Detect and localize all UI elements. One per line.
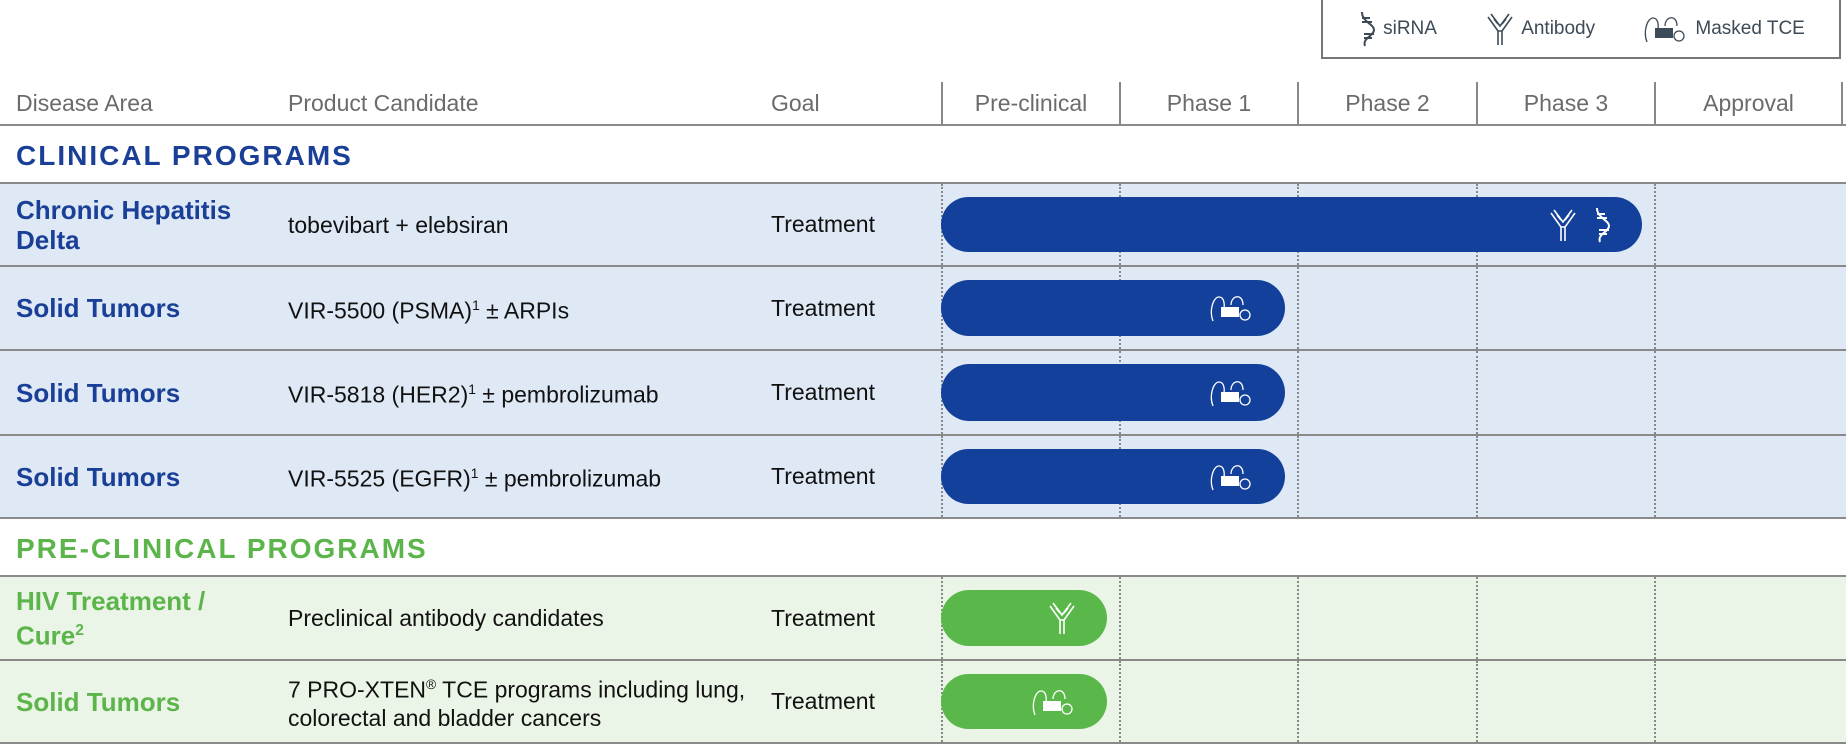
footnote-marker: ® (426, 677, 437, 693)
stage-gridline (1476, 436, 1478, 517)
progress-bar (941, 280, 1285, 336)
product-text: VIR-5525 (EGFR) (288, 465, 471, 492)
product-candidate: Preclinical antibody candidates (288, 577, 748, 659)
progress-bar (941, 364, 1285, 421)
stage-gridline (1654, 661, 1656, 742)
stage-gridline (1654, 351, 1656, 434)
section-title: PRE-CLINICAL PROGRAMS (16, 533, 428, 564)
stage-gridline (1654, 184, 1656, 265)
antibody-icon (1548, 207, 1578, 243)
masked-tce-icon (1209, 376, 1255, 410)
progress-bar (941, 590, 1107, 646)
footnote-marker: 1 (472, 297, 480, 313)
footnote-marker: 2 (75, 621, 84, 639)
product-text: VIR-5818 (HER2) (288, 381, 469, 408)
header-disease-area: Disease Area (16, 90, 153, 116)
stage-gridline (1297, 661, 1299, 742)
goal: Treatment (771, 604, 875, 631)
stage-gridline (1476, 351, 1478, 434)
header-product-candidate: Product Candidate (288, 90, 479, 116)
product-text: tobevibart + elebsiran (288, 211, 509, 238)
masked-tce-icon (1209, 460, 1255, 494)
stage-gridline (1297, 351, 1299, 434)
stage-gridline (1297, 577, 1299, 659)
disease-area: Solid Tumors (16, 351, 276, 434)
disease-text: Solid Tumors (16, 377, 181, 408)
table-row: Solid Tumors 7 PRO-XTEN® TCE programs inc… (0, 661, 1846, 744)
progress-bar (941, 197, 1642, 252)
legend: siRNA Antibody Masked TCE (1321, 0, 1841, 59)
header-stage-phase-3: Phase 3 (1476, 82, 1654, 124)
header-stage-pre-clinical: Pre-clinical (941, 82, 1119, 124)
disease-area: HIV Treatment / Cure2 (16, 577, 276, 659)
masked-tce-icon (1643, 12, 1689, 46)
product-candidate: tobevibart + elebsiran (288, 184, 748, 265)
header-stage-phase-1: Phase 1 (1119, 82, 1297, 124)
table-row: Solid Tumors VIR-5500 (PSMA)1 ± ARPIs Trea… (0, 267, 1846, 351)
section-divider (0, 575, 1846, 577)
header-goal: Goal (771, 90, 820, 116)
stage-gridline (1476, 267, 1478, 349)
stage-gridline (1297, 267, 1299, 349)
masked-tce-icon (1209, 291, 1255, 325)
stage-gridline (1119, 577, 1121, 659)
stage-gridline (1119, 661, 1121, 742)
disease-text: Solid Tumors (16, 461, 181, 492)
footnote-marker: 1 (468, 382, 476, 398)
legend-item-masked-tce: Masked TCE (1643, 12, 1805, 46)
stage-gridline (1654, 577, 1656, 659)
product-suffix: TCE programs including lung, colorectal … (288, 676, 746, 731)
legend-item-sirna: siRNA (1357, 10, 1437, 48)
antibody-icon (1485, 11, 1515, 47)
disease-area: Chronic Hepatitis Delta (16, 184, 276, 265)
goal: Treatment (771, 294, 875, 321)
table-row: Solid Tumors VIR-5818 (HER2)1 ± pembroliz… (0, 351, 1846, 436)
product-text: Preclinical antibody candidates (288, 605, 604, 631)
product-suffix: ± pembrolizumab (478, 465, 662, 492)
masked-tce-icon (1031, 685, 1077, 719)
table-row: Solid Tumors VIR-5525 (EGFR)1 ± pembroliz… (0, 436, 1846, 519)
disease-area: Solid Tumors (16, 661, 276, 742)
goal: Treatment (771, 463, 875, 489)
product-candidate: VIR-5525 (EGFR)1 ± pembrolizumab (288, 436, 748, 517)
table-row: HIV Treatment / Cure2 Preclinical antibod… (0, 577, 1846, 661)
stage-gridline (1654, 436, 1656, 517)
product-candidate: VIR-5500 (PSMA)1 ± ARPIs (288, 267, 748, 349)
stage-gridline (1476, 661, 1478, 742)
product-candidate: 7 PRO-XTEN® TCE programs including lung,… (288, 661, 748, 742)
goal: Treatment (771, 379, 875, 405)
legend-label: Antibody (1521, 17, 1596, 39)
header-stage-phase-2: Phase 2 (1297, 82, 1476, 124)
product-text: 7 PRO-XTEN (288, 676, 427, 703)
stage-gridline (1476, 577, 1478, 659)
disease-text: Chronic Hepatitis Delta (16, 194, 232, 255)
disease-area: Solid Tumors (16, 267, 276, 349)
progress-bar (941, 674, 1107, 729)
sirna-icon (1592, 206, 1612, 244)
footnote-marker: 1 (470, 466, 479, 482)
stage-gridline (1654, 267, 1656, 349)
product-candidate: VIR-5818 (HER2)1 ± pembrolizumab (288, 351, 748, 434)
legend-label: siRNA (1383, 17, 1437, 39)
stage-gridline (1297, 436, 1299, 517)
antibody-icon (1047, 600, 1077, 636)
table-row: Chronic Hepatitis Delta tobevibart + eleb… (0, 184, 1846, 267)
section-title: CLINICAL PROGRAMS (16, 140, 353, 171)
disease-area: Solid Tumors (16, 436, 276, 517)
goal: Treatment (771, 211, 875, 237)
product-text: VIR-5500 (PSMA) (288, 297, 473, 324)
legend-item-antibody: Antibody (1485, 11, 1595, 47)
header-stage-approval: Approval (1654, 82, 1843, 124)
progress-bar (941, 449, 1285, 504)
disease-text: Solid Tumors (16, 293, 181, 323)
disease-text: HIV Treatment / Cure (16, 585, 206, 651)
sirna-icon (1357, 10, 1377, 48)
product-suffix: ± ARPIs (479, 297, 570, 324)
goal: Treatment (771, 688, 875, 714)
disease-text: Solid Tumors (16, 686, 181, 717)
legend-label: Masked TCE (1695, 17, 1805, 39)
section-divider (0, 182, 1846, 184)
product-suffix: ± pembrolizumab (475, 381, 659, 408)
header-divider (0, 124, 1846, 126)
